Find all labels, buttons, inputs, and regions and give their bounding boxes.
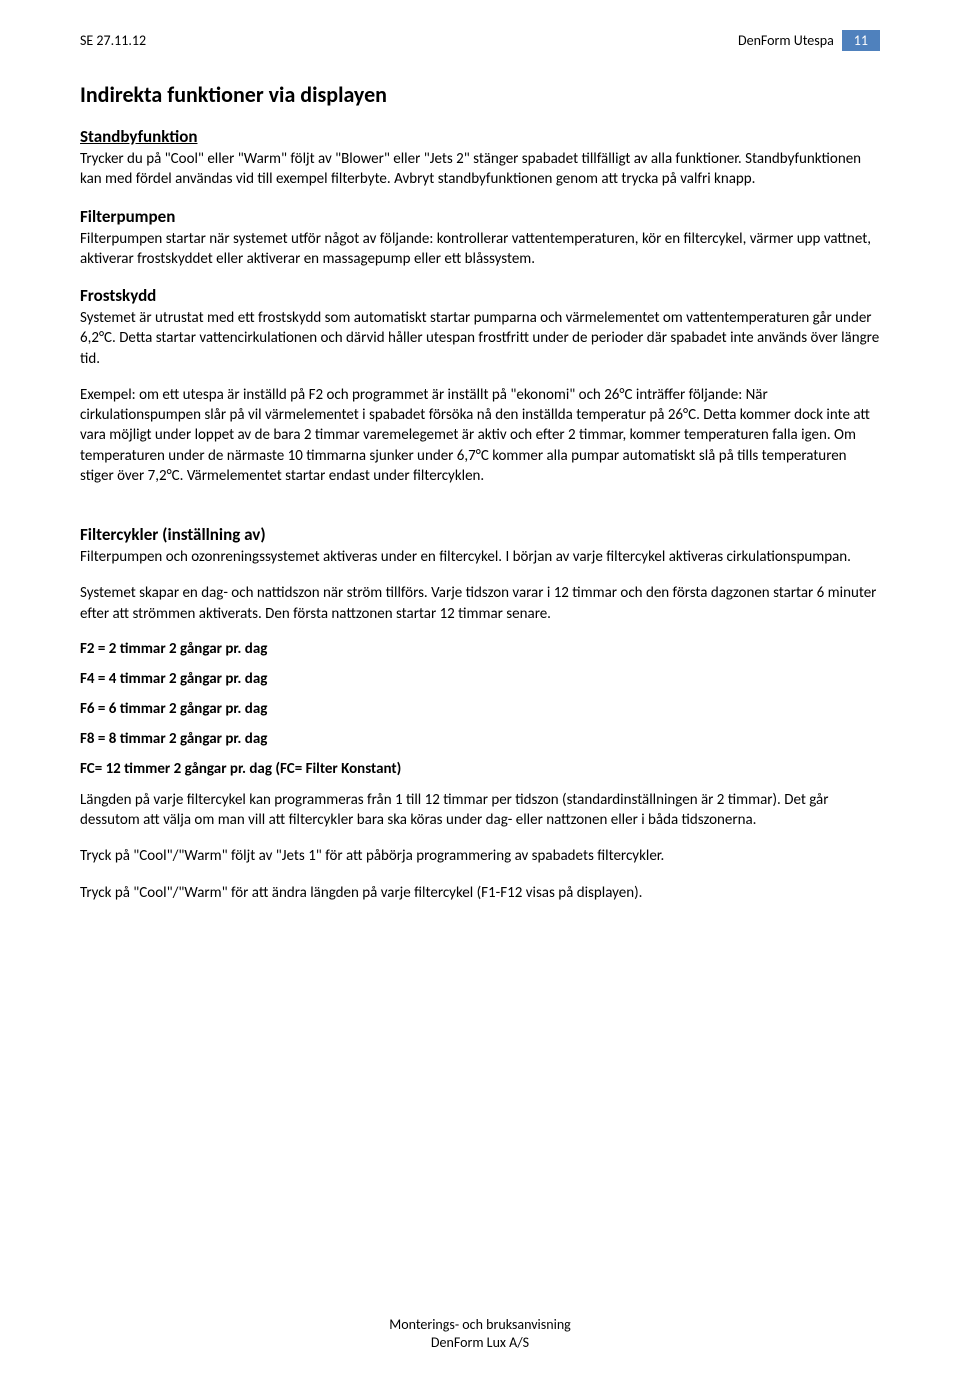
- filtercycles-body-5: Tryck på "Cool"/"Warm" för att ändra län…: [80, 883, 880, 903]
- page-footer: Monterings- och bruksanvisning DenForm L…: [0, 1316, 960, 1352]
- page-title: Indirekta funktioner via displayen: [80, 81, 880, 108]
- frost-body-2: Exempel: om ett utespa är inställd på F2…: [80, 385, 880, 486]
- filtercycles-body-2: Systemet skapar en dag- och nattidszon n…: [80, 583, 880, 624]
- footer-line-1: Monterings- och bruksanvisning: [0, 1316, 960, 1334]
- filter-option-f6: F6 = 6 timmar 2 gångar pr. dag: [80, 700, 880, 718]
- filter-option-f4: F4 = 4 timmar 2 gångar pr. dag: [80, 670, 880, 688]
- filtercycles-heading: Filtercykler (inställning av): [80, 524, 880, 545]
- filter-option-f2: F2 = 2 timmar 2 gångar pr. dag: [80, 640, 880, 658]
- filtercycles-body-1: Filterpumpen och ozonreningssystemet akt…: [80, 547, 880, 567]
- header-date: SE 27.11.12: [80, 32, 146, 49]
- standby-heading: Standbyfunktion: [80, 126, 880, 147]
- frost-body-1: Systemet är utrustat med ett frostskydd …: [80, 308, 880, 369]
- filter-option-fc: FC= 12 timmer 2 gångar pr. dag (FC= Filt…: [80, 760, 880, 778]
- footer-line-2: DenForm Lux A/S: [0, 1334, 960, 1352]
- standby-body: Trycker du på "Cool" eller "Warm" följt …: [80, 149, 880, 190]
- page-number-badge: 11: [842, 30, 880, 51]
- filterpump-body: Filterpumpen startar när systemet utför …: [80, 229, 880, 270]
- filtercycles-body-4: Tryck på "Cool"/"Warm" följt av "Jets 1"…: [80, 846, 880, 866]
- header-right: DenForm Utespa 11: [738, 30, 880, 51]
- filtercycles-body-3: Längden på varje filtercykel kan program…: [80, 790, 880, 831]
- frost-heading: Frostskydd: [80, 285, 880, 306]
- filter-option-f8: F8 = 8 timmar 2 gångar pr. dag: [80, 730, 880, 748]
- page-header: SE 27.11.12 DenForm Utespa 11: [80, 30, 880, 51]
- filterpump-heading: Filterpumpen: [80, 206, 880, 227]
- header-title: DenForm Utespa: [738, 32, 834, 49]
